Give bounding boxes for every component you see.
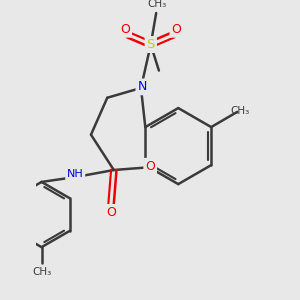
Text: CH₃: CH₃ <box>148 0 167 9</box>
Text: N: N <box>137 80 147 93</box>
Text: CH₃: CH₃ <box>230 106 250 116</box>
Text: O: O <box>171 23 181 36</box>
Text: O: O <box>145 160 155 173</box>
Text: S: S <box>147 38 155 51</box>
Text: O: O <box>120 23 130 36</box>
Text: NH: NH <box>67 169 84 179</box>
Text: O: O <box>106 206 116 219</box>
Text: CH₃: CH₃ <box>32 267 51 277</box>
